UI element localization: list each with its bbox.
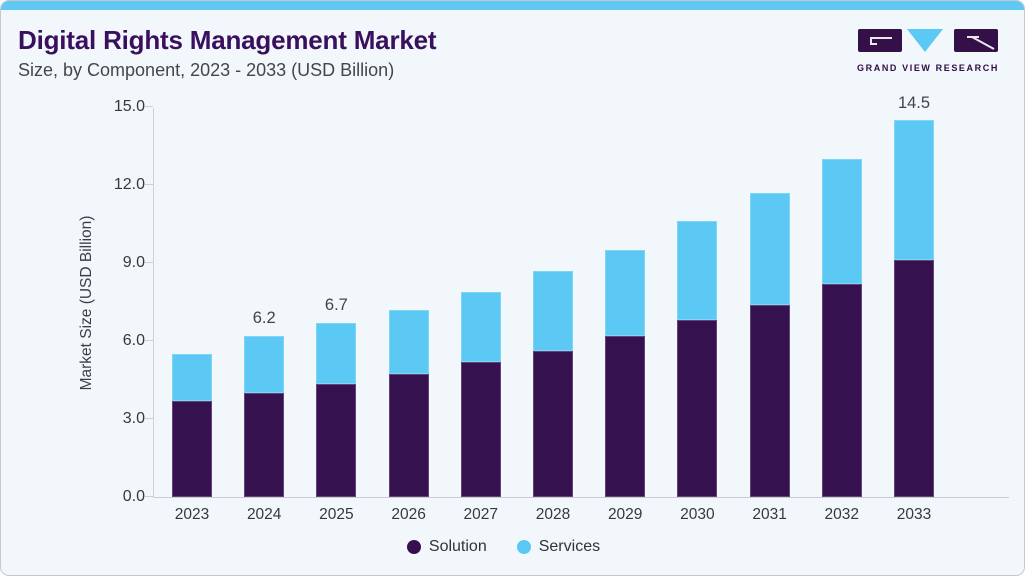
- y-tick-mark: [145, 262, 153, 263]
- x-tick-label-2027: 2027: [463, 506, 499, 523]
- bar-segment-services-2030[interactable]: [677, 221, 718, 321]
- bar-segment-solution-2031[interactable]: [749, 304, 790, 497]
- page-title: Digital Rights Management Market: [18, 25, 437, 55]
- bar-segment-services-2027[interactable]: [460, 291, 501, 362]
- logo-wordmark: GRAND VIEW RESEARCH: [857, 63, 999, 73]
- y-tick-label: 6.0: [122, 332, 145, 349]
- bar-segment-solution-2032[interactable]: [821, 283, 862, 497]
- bar-group-2027: [460, 291, 501, 497]
- bar-group-2024: [244, 335, 285, 497]
- bar-group-2023: [172, 354, 212, 497]
- x-tick-label-2032: 2032: [824, 506, 860, 523]
- bar-value-label-2025: 6.7: [324, 296, 348, 315]
- bar-group-2025: [316, 322, 357, 497]
- bar-group-2031: [749, 192, 790, 497]
- bar-segment-solution-2027[interactable]: [460, 361, 501, 497]
- bar-group-2026: [388, 309, 429, 497]
- bar-segment-services-2024[interactable]: [244, 335, 285, 393]
- bar-segment-solution-2024[interactable]: [244, 393, 285, 497]
- bar-value-label-2024: 6.2: [252, 309, 276, 328]
- x-tick-label-2023: 2023: [174, 506, 210, 523]
- x-tick-label-2028: 2028: [535, 506, 571, 523]
- legend-label-services: Services: [538, 538, 601, 555]
- gvr-logo: GRAND VIEW RESEARCH: [857, 28, 999, 73]
- bar-group-2030: [677, 221, 718, 497]
- y-tick-mark: [145, 418, 153, 419]
- logo-g-glyph: [870, 37, 892, 45]
- bar-segment-solution-2030[interactable]: [677, 320, 718, 497]
- bar-group-2028: [533, 270, 573, 497]
- legend-item-solution[interactable]: Solution: [406, 538, 487, 556]
- x-tick-label-2033: 2033: [896, 506, 932, 523]
- bar-segment-services-2033[interactable]: [894, 120, 934, 261]
- bar-segment-services-2032[interactable]: [821, 159, 862, 284]
- x-tick-label-2029: 2029: [607, 506, 643, 523]
- y-tick-mark: [145, 106, 153, 107]
- legend-label-solution: Solution: [428, 538, 487, 555]
- page-subtitle: Size, by Component, 2023 - 2033 (USD Bil…: [18, 60, 395, 80]
- x-tick-label-2031: 2031: [752, 506, 787, 523]
- plot-area: 0.0 3.0 6.0 9.0 12.0 15.0 2023 6.2 2024 6.7 2025 20…: [114, 94, 1009, 523]
- bar-segment-solution-2029[interactable]: [605, 335, 646, 497]
- y-tick-label: 9.0: [122, 254, 145, 271]
- bar-segment-services-2023[interactable]: [172, 354, 212, 401]
- bar-group-2029: [605, 250, 646, 497]
- chart-legend: Solution Services: [1, 538, 1006, 556]
- y-tick-mark: [145, 184, 153, 185]
- bar-segment-solution-2025[interactable]: [316, 383, 357, 497]
- y-tick-label: 12.0: [113, 176, 145, 193]
- x-tick-label-2026: 2026: [391, 506, 426, 523]
- y-tick-mark: [145, 340, 153, 341]
- logo-g-block: [858, 29, 902, 52]
- bar-segment-services-2029[interactable]: [605, 250, 646, 336]
- header: Digital Rights Management Market Size, b…: [18, 25, 437, 81]
- top-accent-bar: [1, 1, 1024, 10]
- bar-segment-solution-2028[interactable]: [533, 351, 573, 497]
- y-tick-label: 15.0: [113, 98, 145, 115]
- logo-r-glyph: [967, 36, 995, 50]
- logo-v-triangle: [907, 29, 943, 52]
- bar-value-label-2033: 14.5: [897, 93, 931, 112]
- bar-segment-services-2026[interactable]: [388, 309, 429, 374]
- bar-segment-services-2031[interactable]: [749, 192, 790, 305]
- bar-segment-services-2025[interactable]: [316, 322, 357, 384]
- y-tick-label: 0.0: [122, 488, 145, 505]
- bar-group-2032: [821, 159, 862, 497]
- x-tick-label-2030: 2030: [680, 506, 715, 523]
- bar-segment-solution-2023[interactable]: [172, 400, 212, 497]
- legend-item-services[interactable]: Services: [516, 538, 601, 556]
- y-tick-label: 3.0: [122, 410, 145, 427]
- y-axis-title: Market Size (USD Billion): [78, 215, 95, 391]
- gvr-logo-mark: [858, 29, 998, 52]
- bar-segment-services-2028[interactable]: [533, 270, 573, 352]
- bar-segment-solution-2026[interactable]: [388, 373, 429, 497]
- legend-swatch-solution: [406, 540, 421, 554]
- y-tick-mark: [145, 496, 153, 497]
- legend-swatch-services: [516, 540, 531, 554]
- bar-segment-solution-2033[interactable]: [894, 260, 934, 497]
- x-tick-label-2025: 2025: [319, 506, 354, 523]
- bar-group-2033: [894, 120, 934, 497]
- x-tick-label-2024: 2024: [246, 506, 282, 523]
